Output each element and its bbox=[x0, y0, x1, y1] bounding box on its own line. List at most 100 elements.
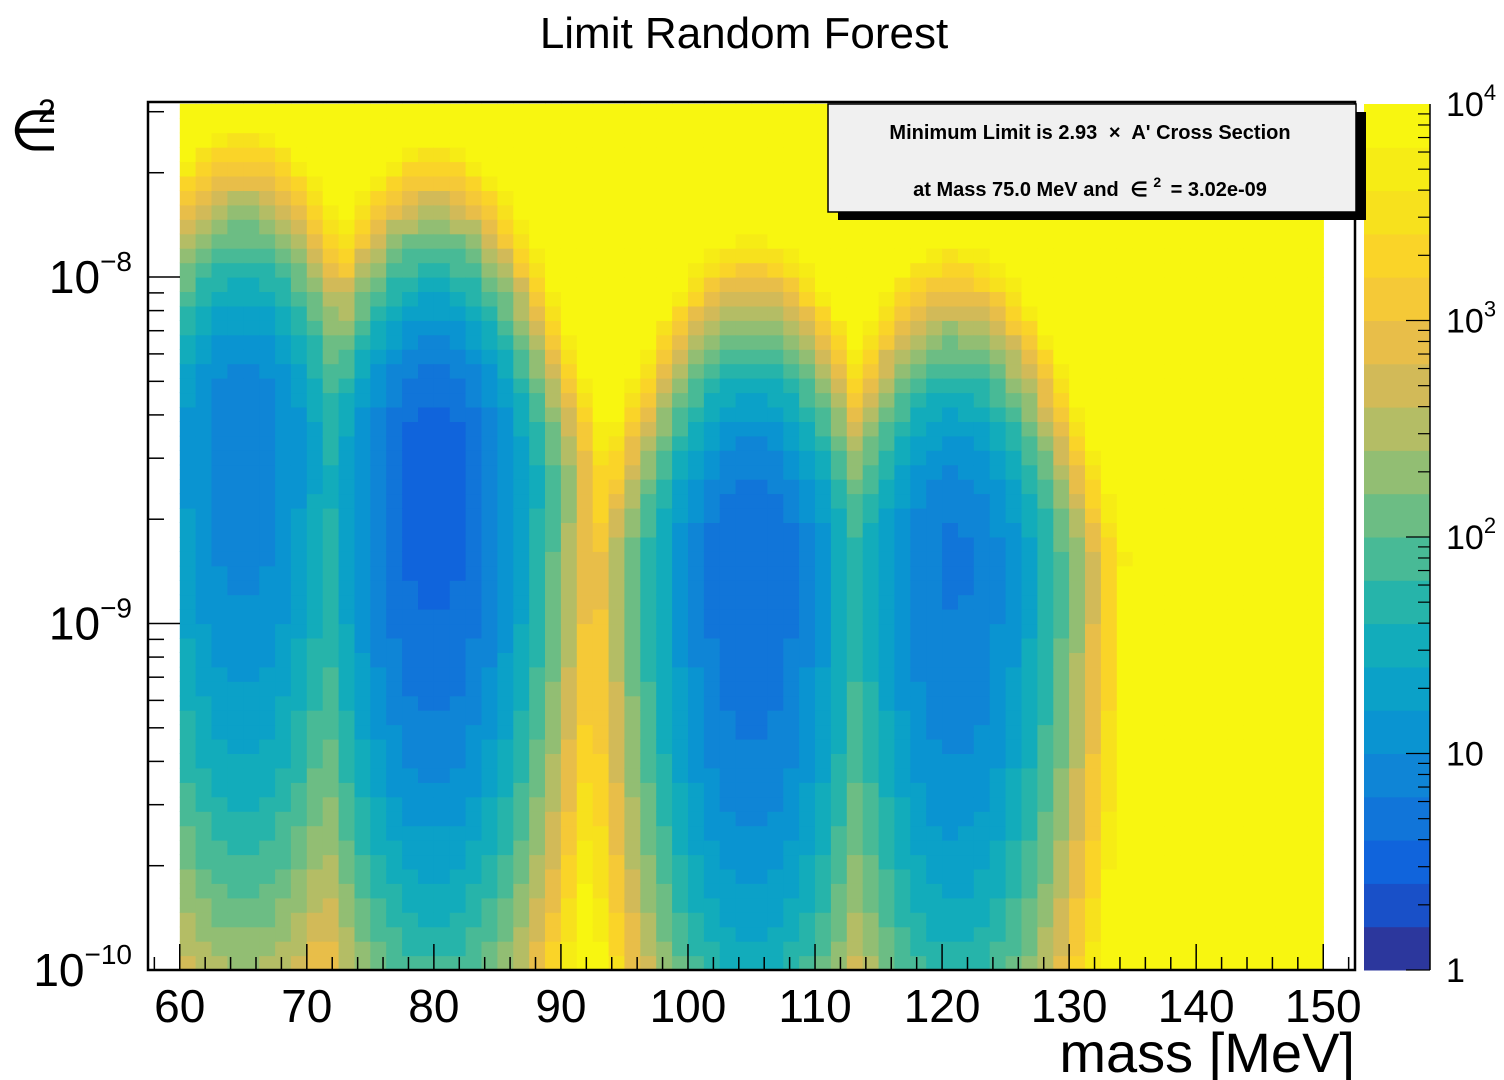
heatmap-cell bbox=[1275, 854, 1293, 870]
heatmap-cell bbox=[433, 796, 451, 812]
heatmap-cell bbox=[783, 161, 800, 177]
heatmap-cell bbox=[878, 233, 896, 249]
heatmap-cell bbox=[703, 392, 721, 408]
heatmap-cell bbox=[878, 854, 896, 870]
heatmap-cell bbox=[481, 219, 498, 235]
heatmap-cell bbox=[545, 623, 562, 639]
heatmap-cell bbox=[799, 883, 816, 899]
heatmap-cell bbox=[338, 450, 356, 466]
heatmap-cell bbox=[1005, 378, 1023, 394]
heatmap-cell bbox=[1212, 652, 1229, 668]
heatmap-cell bbox=[656, 522, 673, 538]
heatmap-cell bbox=[211, 955, 228, 971]
heatmap-cell bbox=[989, 926, 1007, 942]
heatmap-cell bbox=[1085, 565, 1102, 581]
heatmap-cell bbox=[942, 609, 959, 625]
heatmap-cell bbox=[227, 926, 244, 942]
heatmap-cell bbox=[433, 407, 451, 422]
heatmap-cell bbox=[878, 767, 896, 783]
heatmap-cell bbox=[306, 739, 324, 754]
heatmap-cell bbox=[719, 277, 737, 292]
heatmap-cell bbox=[783, 695, 800, 711]
heatmap-cell bbox=[370, 565, 387, 581]
heatmap-cell bbox=[1243, 912, 1261, 928]
heatmap-cell bbox=[735, 666, 753, 682]
heatmap-cell bbox=[243, 291, 260, 307]
heatmap-cell bbox=[1212, 464, 1229, 480]
heatmap-cell bbox=[290, 580, 308, 596]
heatmap-cell bbox=[989, 407, 1007, 422]
heatmap-cell bbox=[433, 724, 451, 740]
heatmap-cell bbox=[243, 840, 260, 856]
heatmap-cell bbox=[1005, 666, 1023, 682]
heatmap-cell bbox=[751, 435, 768, 451]
heatmap-cell bbox=[386, 897, 403, 913]
heatmap-cell bbox=[370, 392, 387, 408]
heatmap-cell bbox=[545, 681, 562, 697]
plot-frame bbox=[146, 100, 1357, 972]
heatmap-cell bbox=[576, 594, 594, 610]
heatmap-cell bbox=[1291, 883, 1308, 899]
heatmap-cell bbox=[656, 320, 673, 336]
heatmap-cell bbox=[1196, 493, 1213, 509]
heatmap-cell bbox=[719, 551, 737, 567]
heatmap-cell bbox=[513, 811, 530, 827]
heatmap-cell bbox=[1021, 349, 1038, 365]
heatmap-cell bbox=[1243, 305, 1261, 321]
heatmap-cell bbox=[1085, 652, 1102, 668]
heatmap-cell bbox=[1275, 407, 1293, 422]
heatmap-cell bbox=[418, 609, 435, 625]
heatmap-cell bbox=[592, 739, 610, 754]
heatmap-cell bbox=[1148, 825, 1165, 841]
heatmap-cell bbox=[735, 118, 753, 134]
heatmap-cell bbox=[195, 724, 213, 740]
heatmap-cell bbox=[1307, 479, 1324, 495]
heatmap-cell bbox=[783, 840, 800, 856]
heatmap-cell bbox=[227, 854, 244, 870]
heatmap-cell bbox=[259, 407, 276, 422]
heatmap-cell bbox=[195, 926, 213, 942]
heatmap-cell bbox=[862, 421, 880, 437]
heatmap-cell bbox=[830, 349, 848, 365]
heatmap-cell bbox=[672, 609, 689, 625]
heatmap-cell bbox=[545, 262, 562, 278]
heatmap-cell bbox=[433, 609, 451, 625]
heatmap-cell bbox=[989, 912, 1007, 928]
heatmap-cell bbox=[449, 522, 467, 538]
heatmap-cell bbox=[402, 840, 419, 856]
heatmap-cell bbox=[1275, 479, 1293, 495]
heatmap-cell bbox=[418, 132, 435, 148]
heatmap-cell bbox=[640, 753, 657, 769]
heatmap-cell bbox=[211, 378, 228, 394]
heatmap-cell bbox=[1243, 955, 1261, 971]
heatmap-cell bbox=[529, 955, 546, 971]
heatmap-cell bbox=[338, 435, 356, 451]
heatmap-cell bbox=[243, 681, 260, 697]
heatmap-cell bbox=[1180, 248, 1197, 264]
heatmap-cell bbox=[1196, 450, 1213, 466]
heatmap-cell bbox=[497, 854, 514, 870]
heatmap-cell bbox=[624, 464, 641, 480]
heatmap-cell bbox=[878, 912, 896, 928]
heatmap-cell bbox=[1037, 912, 1054, 928]
heatmap-cell bbox=[560, 421, 578, 437]
heatmap-cell bbox=[1069, 479, 1086, 495]
heatmap-cell bbox=[719, 796, 737, 812]
heatmap-cell bbox=[290, 392, 308, 408]
heatmap-cell bbox=[211, 811, 228, 827]
heatmap-cell bbox=[1243, 854, 1261, 870]
heatmap-cell bbox=[1037, 421, 1054, 437]
heatmap-cell bbox=[1116, 522, 1134, 538]
heatmap-cell bbox=[703, 132, 721, 148]
heatmap-cell bbox=[878, 277, 896, 292]
heatmap-cell bbox=[1116, 811, 1134, 827]
heatmap-cell bbox=[719, 565, 737, 581]
heatmap-cell bbox=[783, 955, 800, 971]
heatmap-cell bbox=[497, 666, 514, 682]
heatmap-cell bbox=[259, 479, 276, 495]
heatmap-cell bbox=[1212, 609, 1229, 625]
heatmap-cell bbox=[719, 522, 737, 538]
heatmap-cell bbox=[688, 551, 705, 567]
heatmap-cell bbox=[926, 883, 943, 899]
heatmap-cell bbox=[513, 522, 530, 538]
